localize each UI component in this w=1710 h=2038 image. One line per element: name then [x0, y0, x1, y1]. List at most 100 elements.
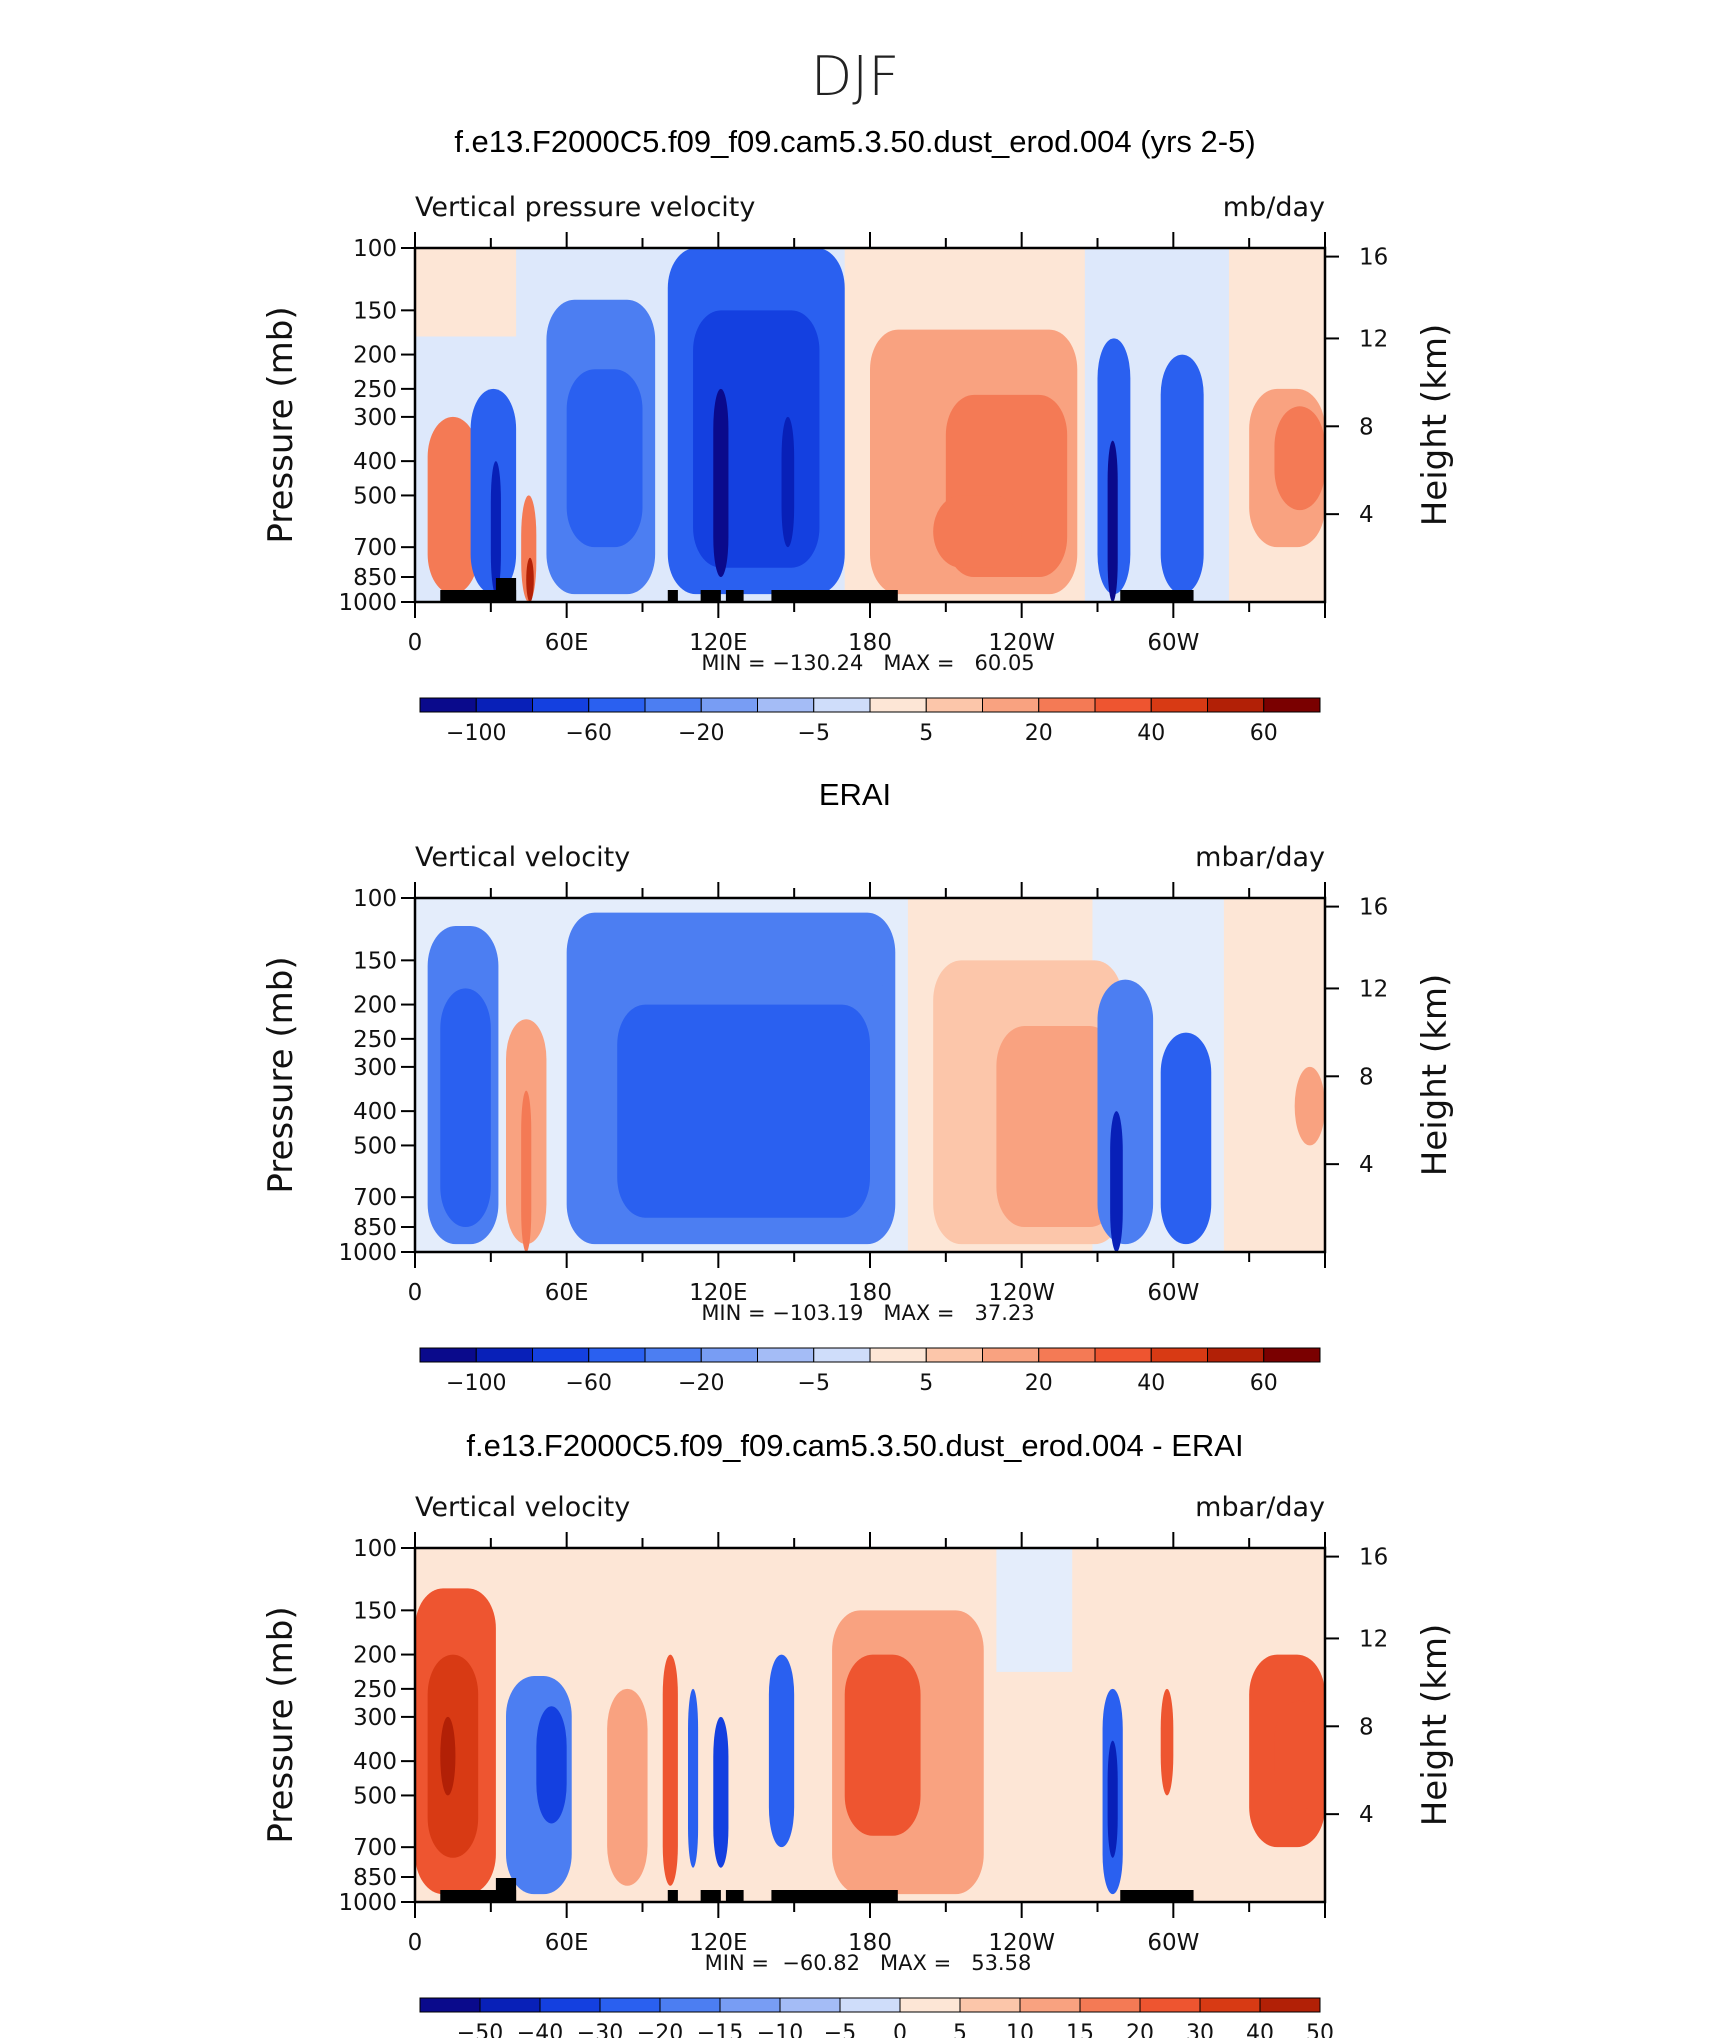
min-max-label: MIN = −130.24 MAX = 60.05 [701, 651, 1034, 675]
field-cell [1107, 440, 1118, 602]
field-cell [536, 1706, 567, 1824]
colorbar-label: −5 [798, 1371, 830, 1396]
field-cell [440, 988, 491, 1228]
colorbar-box [899, 1997, 961, 2013]
pressure-tick-label: 100 [353, 236, 397, 262]
field-cell [490, 461, 501, 595]
height-tick-label: 16 [1359, 895, 1388, 921]
colorbar-label: 5 [919, 721, 933, 746]
colorbar-box [475, 697, 533, 713]
pressure-tick-label: 700 [353, 1835, 397, 1861]
topography-bar [771, 1890, 898, 1902]
colorbar-box [644, 697, 702, 713]
colorbar-box [813, 697, 871, 713]
colorbar-label: −15 [697, 2021, 743, 2038]
panel-1: f.e13.F2000C5.f09_f09.cam5.3.50.dust_ero… [261, 124, 1455, 746]
colorbar-box [1263, 1347, 1321, 1363]
lon-tick-label: 120W [988, 1930, 1055, 1956]
colorbar-box [599, 1997, 661, 2013]
height-tick-label: 4 [1359, 502, 1374, 528]
colorbar-box [959, 1997, 1021, 2013]
lon-tick-label: 60E [545, 1280, 589, 1306]
colorbar-label: −60 [566, 1371, 612, 1396]
field-cell [607, 1688, 648, 1886]
lon-tick-label: 60E [545, 1930, 589, 1956]
lon-tick-label: 60W [1147, 630, 1199, 656]
height-tick-label: 8 [1359, 1064, 1374, 1090]
pressure-tick-label: 400 [353, 1099, 397, 1125]
height-tick-label: 4 [1359, 1152, 1374, 1178]
lon-tick-label: 0 [408, 1280, 423, 1306]
field-cell [1160, 1032, 1212, 1245]
field-cell [415, 248, 517, 337]
colorbar-box [982, 697, 1040, 713]
colorbar-box [700, 1347, 758, 1363]
pressure-tick-label: 150 [353, 948, 397, 974]
pressure-tick-label: 400 [353, 1749, 397, 1775]
colorbar-box [757, 697, 815, 713]
topography-bar [667, 590, 678, 602]
colorbar-label: 40 [1246, 2021, 1274, 2038]
field-cell [440, 1716, 456, 1796]
colorbar-label: 15 [1066, 2021, 1094, 2038]
colorbar-label: 5 [919, 1371, 933, 1396]
colorbar-label: −40 [517, 2021, 563, 2038]
topography-bar [771, 590, 898, 602]
field-cell [688, 1688, 699, 1868]
pressure-tick-label: 250 [353, 1677, 397, 1703]
colorbar-label: 20 [1126, 2021, 1154, 2038]
colorbar-box [757, 1347, 815, 1363]
colorbar-box [1150, 697, 1208, 713]
pressure-tick-label: 850 [353, 565, 397, 591]
pressure-tick-label: 150 [353, 298, 397, 324]
min-max-label: MIN = −60.82 MAX = 53.58 [705, 1951, 1032, 1975]
colorbar-box [1263, 697, 1321, 713]
ylabel-right: Height (km) [1415, 324, 1455, 527]
colorbar-label: −30 [577, 2021, 623, 2038]
topography-bar [700, 590, 721, 602]
colorbar-box [779, 1997, 841, 2013]
colorbar-box [1038, 1347, 1096, 1363]
ylabel-left: Pressure (mb) [261, 1606, 301, 1843]
colorbar-label: −5 [824, 2021, 856, 2038]
ylabel-left: Pressure (mb) [261, 956, 301, 1193]
colorbar-box [925, 1347, 983, 1363]
lon-tick-label: 180 [848, 1930, 892, 1956]
pressure-tick-label: 300 [353, 1705, 397, 1731]
colorbar-label: 60 [1250, 1371, 1278, 1396]
field-cell [521, 1090, 532, 1252]
colorbar-label: 20 [1025, 721, 1053, 746]
colorbar-label: −20 [678, 721, 724, 746]
right-string: mbar/day [1195, 842, 1325, 873]
colorbar-box [419, 697, 477, 713]
field-cell [1160, 354, 1204, 595]
left-string: Vertical velocity [415, 842, 630, 873]
pressure-tick-label: 500 [353, 1783, 397, 1809]
colorbar-box [839, 1997, 901, 2013]
colorbar-label: −100 [446, 1371, 506, 1396]
colorbar-box [644, 1347, 702, 1363]
min-max-label: MIN = −103.19 MAX = 37.23 [701, 1301, 1034, 1325]
pressure-tick-label: 1000 [338, 590, 397, 616]
field-cell [526, 557, 534, 602]
colorbar-box [869, 697, 927, 713]
topography-bar [1120, 1890, 1194, 1902]
field-cell [996, 1548, 1073, 1672]
colorbar-label: 20 [1025, 1371, 1053, 1396]
colorbar-label: −20 [637, 2021, 683, 2038]
lon-tick-label: 60W [1147, 1930, 1199, 1956]
colorbar-box [1139, 1997, 1201, 2013]
topography-bar [667, 1890, 678, 1902]
colorbar-box [475, 1347, 533, 1363]
colorbar-label: 0 [893, 2021, 907, 2038]
colorbar-box [982, 1347, 1040, 1363]
colorbar-box [925, 697, 983, 713]
pressure-tick-label: 850 [353, 1215, 397, 1241]
colorbar-box [588, 697, 646, 713]
colorbar-box [869, 1347, 927, 1363]
colorbar-box [1038, 697, 1096, 713]
lon-tick-label: 0 [408, 630, 423, 656]
topography-bar [725, 590, 744, 602]
colorbar-box [1207, 1347, 1265, 1363]
